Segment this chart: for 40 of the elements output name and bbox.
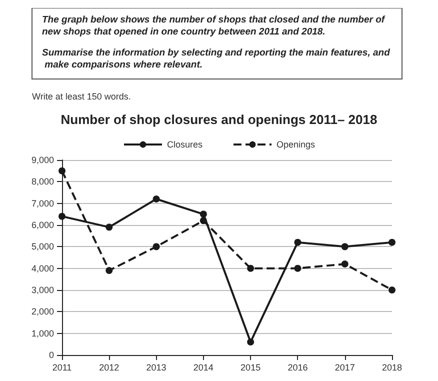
point [388,286,396,294]
x-tick-label: 2014 [193,362,214,372]
x-tick-label: 2016 [288,362,308,372]
text: Write at least 150 words. [32,92,131,102]
text: Summarise the information by selecting and reporting the main features, and make comparisons where relevant. [42,48,390,70]
point [200,217,207,224]
legend-label: Closures [166,140,203,150]
point [58,167,66,174]
point [247,264,254,272]
y-tick-label: 6,000 [31,220,54,230]
x-tick-label: 2013 [146,362,166,372]
y-tick-label: 9,000 [31,155,54,165]
point [152,196,160,202]
y-tick-label: 7,000 [31,198,54,208]
y-tick-label: 4,000 [31,263,54,274]
y-tick-label: 1,000 [31,328,54,338]
point [294,264,302,272]
text: The graph below shows the number of shops that closed and the number of new shops that opened in one country between 2011 and 2018. [42,14,388,38]
point [247,338,254,346]
y-tick-label: 5,000 [31,242,54,252]
point [341,243,348,250]
x-tick-label: 2012 [99,362,120,372]
point [388,238,396,246]
point [294,238,302,246]
point [106,267,113,274]
x-tick-label: 2018 [382,362,402,372]
point [200,210,207,218]
chart-title: Number of shop closures and openings 2011– 2018 [60,112,378,127]
x-tick-label: 2017 [334,362,355,372]
legend-label: Openings [276,140,316,150]
point [58,212,66,220]
x-tick-label: 2015 [240,362,261,372]
point [341,260,348,268]
y-tick-label: 3,000 [31,285,54,295]
point [152,243,160,250]
y-tick-label: 2,000 [31,306,54,317]
y-tick-label: 0 [48,350,54,360]
y-tick-label: 8,000 [31,176,54,187]
x-tick-label: 2011 [52,362,72,372]
point [106,224,113,231]
